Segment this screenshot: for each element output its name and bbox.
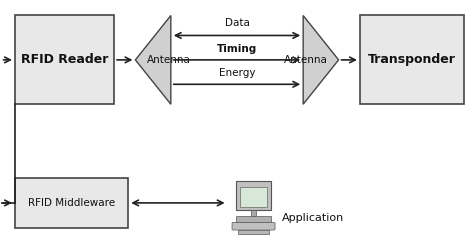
Bar bbox=[236, 217, 271, 222]
Text: Transponder: Transponder bbox=[368, 53, 456, 66]
Text: RFID Middleware: RFID Middleware bbox=[28, 198, 115, 208]
Text: Data: Data bbox=[225, 18, 249, 28]
Bar bbox=[238, 230, 269, 234]
Bar bbox=[236, 181, 271, 210]
Bar bbox=[360, 15, 464, 104]
Text: Application: Application bbox=[282, 213, 344, 223]
Text: RFID Reader: RFID Reader bbox=[21, 53, 108, 66]
Bar bbox=[239, 187, 267, 207]
FancyBboxPatch shape bbox=[232, 222, 275, 230]
Bar bbox=[251, 210, 256, 217]
Polygon shape bbox=[136, 15, 171, 104]
Text: Energy: Energy bbox=[219, 68, 255, 78]
Text: Timing: Timing bbox=[217, 44, 257, 54]
Bar bbox=[15, 15, 114, 104]
Polygon shape bbox=[303, 15, 338, 104]
Text: Antenna: Antenna bbox=[146, 55, 191, 65]
Text: Antenna: Antenna bbox=[283, 55, 328, 65]
Bar bbox=[15, 178, 128, 228]
